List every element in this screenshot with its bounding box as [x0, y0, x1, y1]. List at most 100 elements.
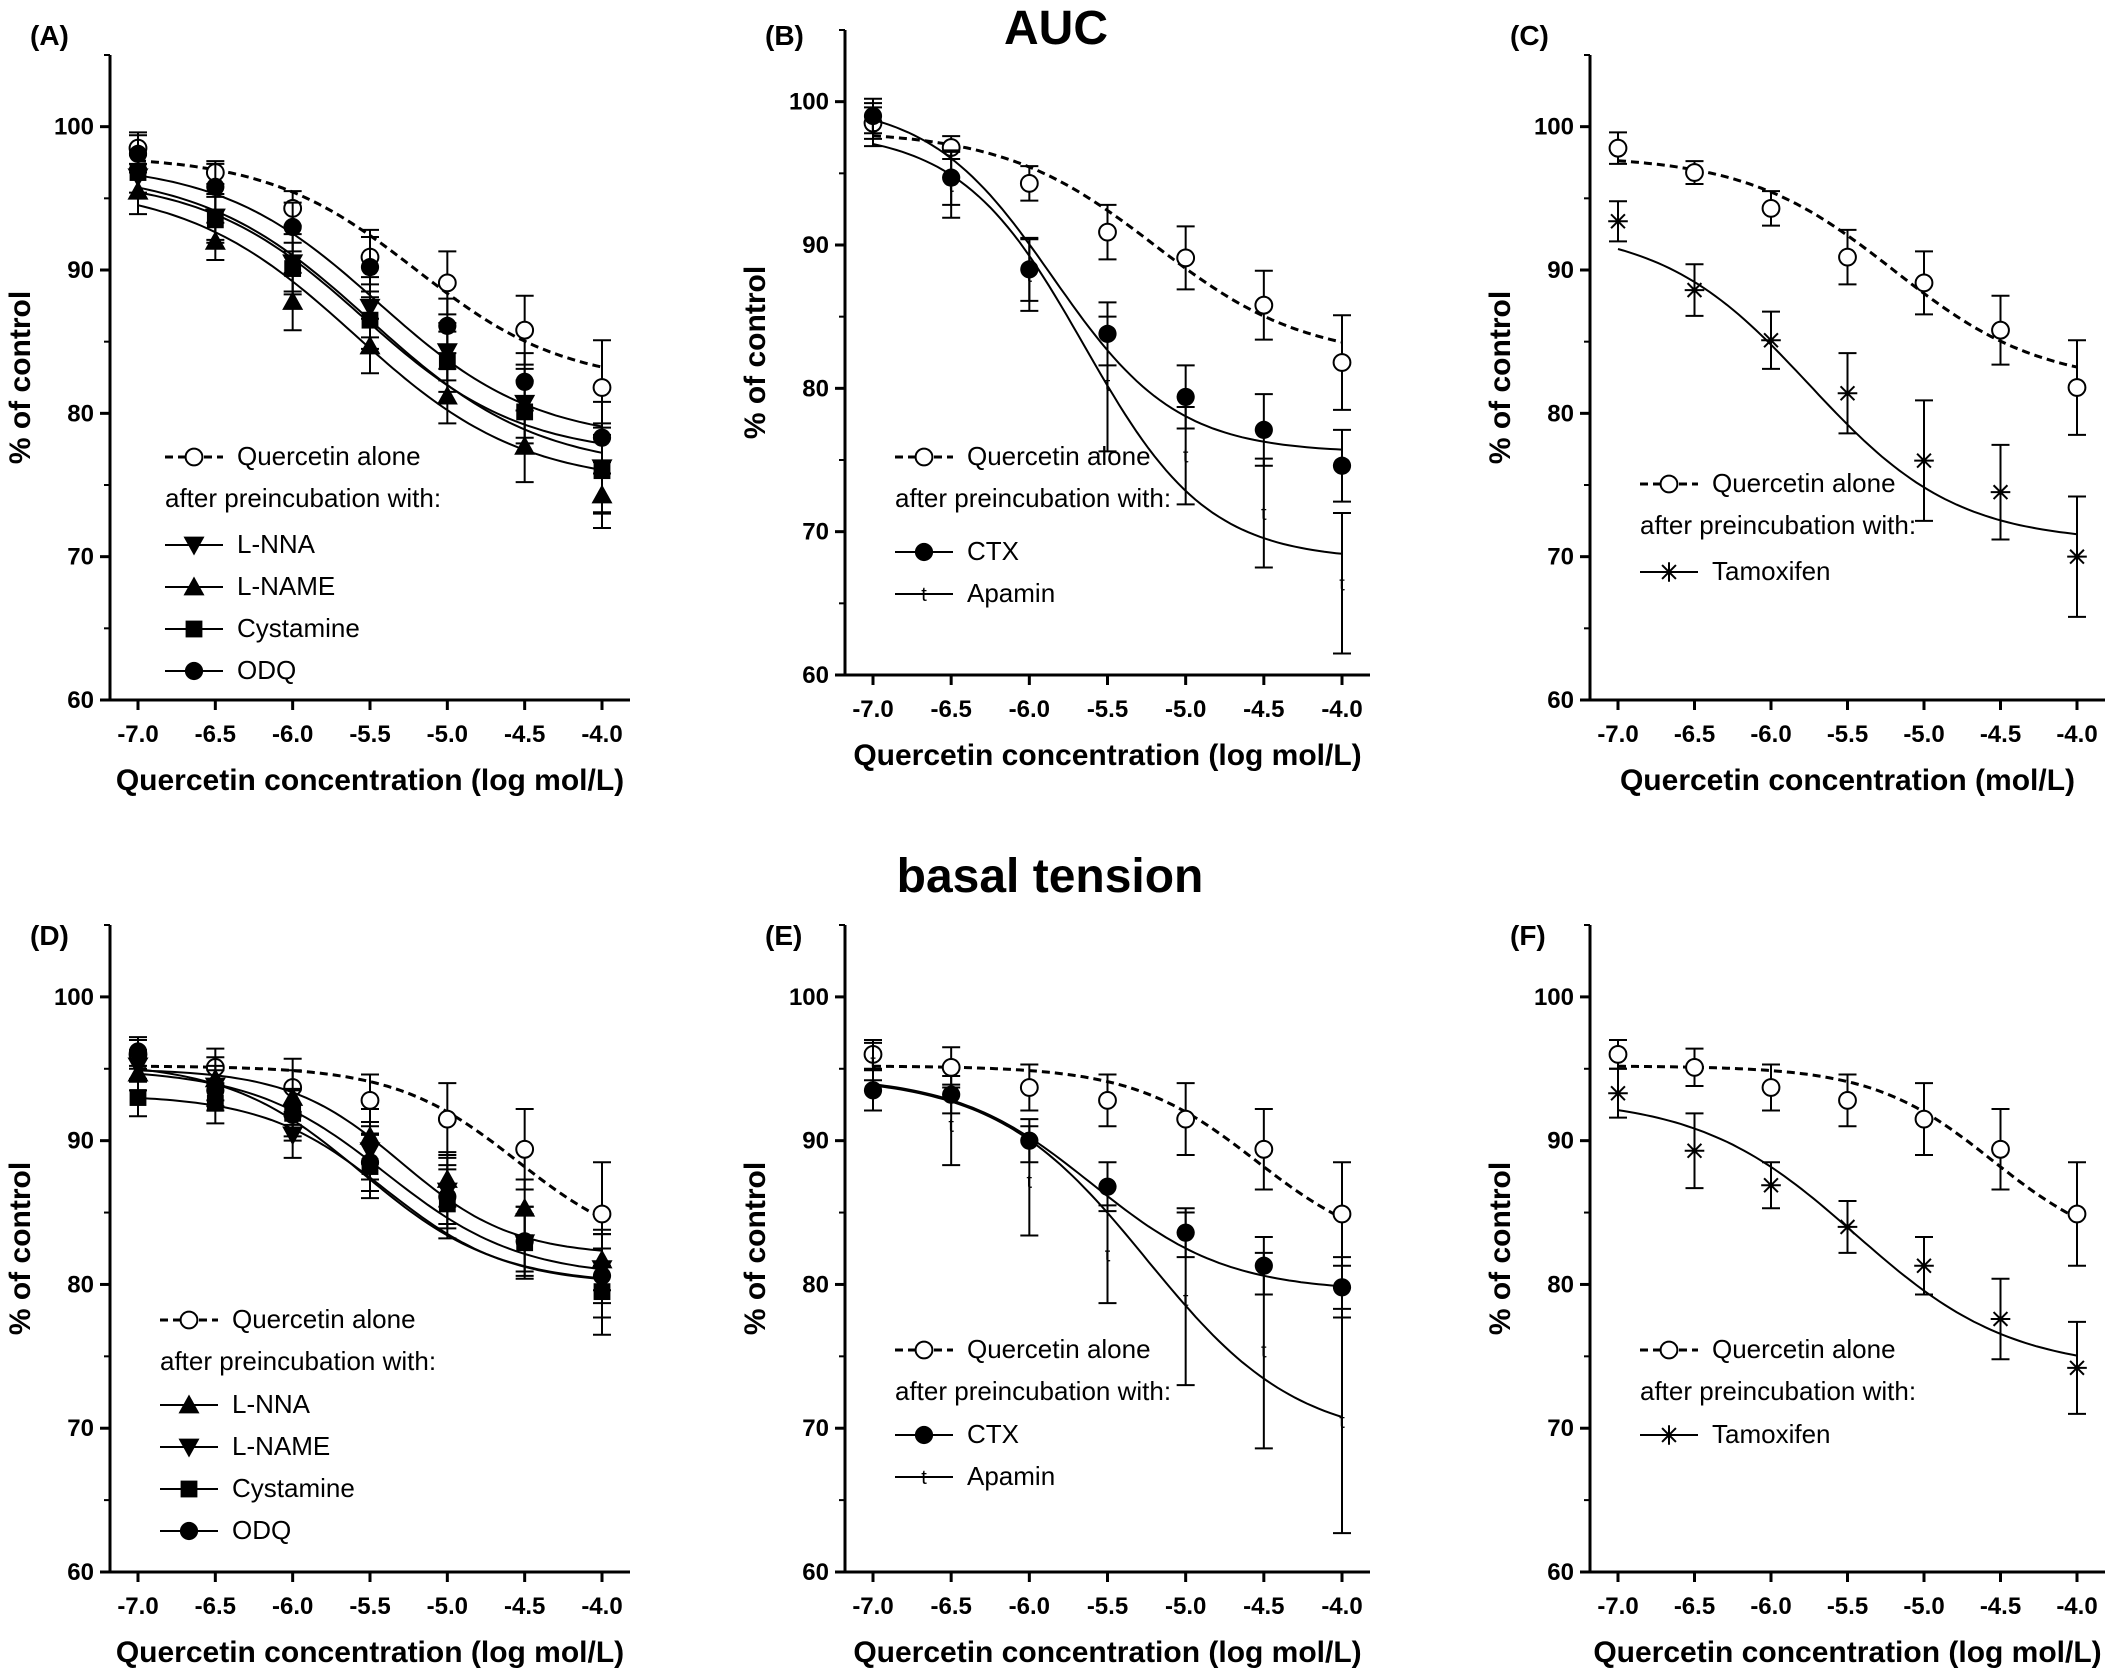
- legend: Quercetin alone after preincubation with:…: [895, 1334, 1171, 1491]
- legend-item: Cystamine: [232, 1473, 355, 1503]
- data-point: [515, 1139, 535, 1159]
- data-point: [1838, 247, 1857, 267]
- chart-panels: (A) 60 70 80 90 100 -7.0 -6.5 -6.0 -5.5 -5.0 -4.5 -4…: [4, 20, 2105, 1669]
- data-point: [1019, 173, 1039, 193]
- legend-item: ODQ: [232, 1515, 291, 1545]
- x-tick-label: -4.5: [1980, 1593, 2021, 1620]
- legend-marker: [178, 1394, 200, 1414]
- x-axis-label: Quercetin concentration (log mol/L): [116, 1636, 624, 1669]
- data-point: [515, 372, 534, 391]
- legend-marker: [184, 447, 204, 467]
- x-tick-label: -5.0: [427, 1593, 468, 1620]
- data-point: [1332, 1278, 1352, 1297]
- data-point: [1991, 1139, 2010, 1159]
- data-point: [1608, 211, 1628, 232]
- data-point: t: [1261, 1341, 1267, 1363]
- x-tick-label: -6.5: [1674, 1593, 1715, 1620]
- data-point: t: [1027, 1171, 1033, 1193]
- data-point: [1991, 320, 2010, 340]
- legend-subheading: after preincubation with:: [1640, 510, 1916, 540]
- data-point: [1838, 1091, 1857, 1110]
- y-axis-label: % of control: [1484, 1162, 1517, 1335]
- legend-subheading: after preincubation with:: [1640, 1376, 1916, 1406]
- data-point: [1914, 273, 1934, 293]
- data-point: [863, 1081, 883, 1100]
- data-point: [2067, 378, 2087, 397]
- data-point: [438, 1187, 457, 1206]
- data-point: [1176, 1109, 1196, 1129]
- series-apamin: t t t t t t t: [864, 1041, 1351, 1535]
- data-point: [1332, 353, 1352, 372]
- legend-marker: [914, 1340, 934, 1360]
- x-tick-label: -4.0: [581, 721, 622, 748]
- y-axis-label: % of control: [4, 1162, 37, 1335]
- legend-item: Quercetin alone: [232, 1304, 416, 1334]
- x-tick-label: -5.0: [1165, 1593, 1206, 1620]
- legend-item: Quercetin alone: [1712, 1334, 1896, 1364]
- data-point: [1608, 1045, 1628, 1064]
- y-tick-label: 70: [802, 519, 829, 546]
- legend: Quercetin alone after preincubation with:…: [1640, 468, 1916, 586]
- legend-subheading: after preincubation with:: [160, 1346, 436, 1376]
- x-tick-label: -4.5: [1980, 721, 2021, 748]
- panel-label: (A): [30, 20, 69, 51]
- data-point: [360, 1091, 380, 1110]
- data-point: t: [1105, 1244, 1111, 1266]
- data-point: [360, 258, 380, 277]
- data-point: [515, 1232, 534, 1251]
- data-point: [1837, 383, 1858, 404]
- data-point: [2067, 1358, 2087, 1378]
- y-tick-label: 100: [54, 984, 94, 1011]
- legend-marker: [183, 576, 205, 596]
- y-tick-label: 90: [1547, 257, 1574, 284]
- x-tick-label: -7.0: [852, 696, 893, 723]
- data-point: [1098, 222, 1117, 242]
- y-tick-label: 100: [54, 114, 94, 141]
- legend-item: Tamoxifen: [1712, 556, 1831, 586]
- y-tick-label: 60: [1547, 687, 1574, 714]
- data-point: [129, 1089, 147, 1106]
- y-tick-label: 100: [789, 984, 829, 1011]
- x-tick-label: -4.0: [1321, 696, 1362, 723]
- legend-marker: [1659, 1425, 1679, 1445]
- y-tick-label: 70: [802, 1415, 829, 1442]
- panel-label: (D): [30, 920, 69, 951]
- x-tick-label: -4.0: [2056, 1593, 2097, 1620]
- data-point: t: [1183, 1289, 1189, 1311]
- data-point: [516, 403, 534, 421]
- legend-marker: [179, 1521, 199, 1541]
- x-axis-label: Quercetin concentration (log mol/L): [1593, 1636, 2101, 1669]
- data-point: [1176, 248, 1196, 268]
- data-point: [1761, 198, 1781, 218]
- data-point: [1685, 163, 1704, 182]
- x-tick-label: -5.0: [427, 721, 468, 748]
- data-point: [592, 428, 612, 447]
- data-point: [1254, 1139, 1274, 1159]
- x-tick-label: -6.5: [930, 696, 971, 723]
- legend-item: CTX: [967, 536, 1019, 566]
- data-point: [1019, 1078, 1039, 1097]
- heading-basal-tension: basal tension: [897, 850, 1204, 903]
- chart-panel-f: (F) 60 70 80 90 100 -7.0 -6.5 -6.0 -5.5 -5.0 -4.5 -4…: [1484, 920, 2105, 1669]
- y-tick-label: 80: [67, 1271, 94, 1298]
- legend-item: L-NNA: [237, 529, 316, 559]
- series-odq: [128, 134, 612, 475]
- data-point: [1914, 1255, 1934, 1276]
- x-tick-label: -4.5: [504, 1593, 545, 1620]
- legend-marker: [1659, 474, 1679, 494]
- x-tick-label: -7.0: [852, 1593, 893, 1620]
- y-tick-label: 90: [802, 1128, 829, 1155]
- y-tick-label: 80: [802, 1271, 829, 1298]
- x-tick-label: -6.0: [272, 721, 313, 748]
- heading-auc: AUC: [1004, 2, 1108, 55]
- data-point: [283, 1105, 302, 1124]
- data-point: [1608, 138, 1628, 158]
- legend-item: Quercetin alone: [1712, 468, 1896, 498]
- data-point: [128, 1042, 148, 1061]
- legend-subheading: after preincubation with:: [895, 1376, 1171, 1406]
- chart-panel-d: (D) 60 70 80 90 100 -7.0 -6.5 -6.0 -5.5 -5.0 -4.5 -4…: [4, 920, 630, 1669]
- legend-item: Tamoxifen: [1712, 1419, 1831, 1449]
- data-point: [1332, 1204, 1352, 1224]
- y-tick-label: 90: [802, 232, 829, 259]
- legend-item: L-NAME: [237, 571, 335, 601]
